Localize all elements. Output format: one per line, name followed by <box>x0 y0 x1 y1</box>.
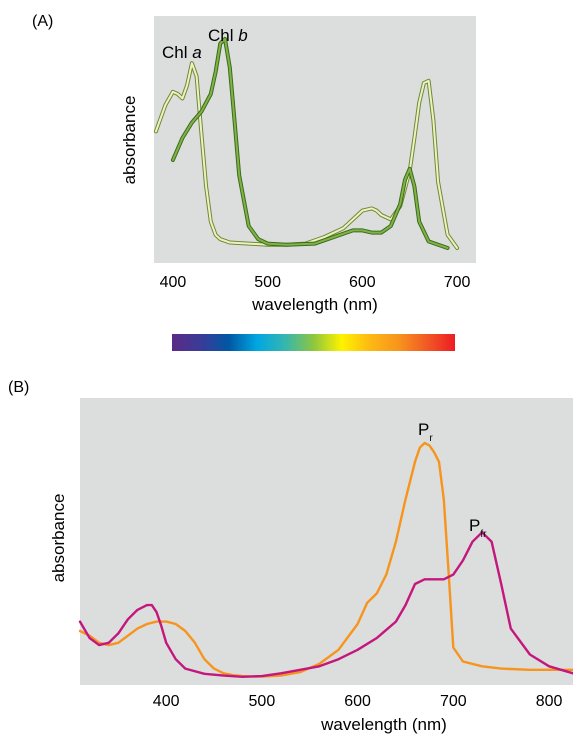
x-axis-title-b: wavelength (nm) <box>320 715 447 734</box>
x-tick-label-b-800: 800 <box>536 693 563 710</box>
y-axis-title-a: absorbance <box>120 96 139 185</box>
series-label-chl-a: Chl a <box>162 43 202 62</box>
panel-label-b: (B) <box>8 379 29 396</box>
series-label-chl-b-main: Chl <box>208 26 238 45</box>
series-line-chl-b <box>171 38 449 249</box>
series-label-chl-b-italic: b <box>238 26 247 45</box>
panel-label-a: (A) <box>32 13 53 30</box>
series-label-pr: Pr <box>418 420 433 444</box>
series-line-pfr <box>78 531 573 678</box>
series-label-pr-main: P <box>418 420 429 439</box>
x-tick-label-a-500: 500 <box>254 274 281 291</box>
x-tick-label-b-500: 500 <box>249 693 276 710</box>
plot-area-b <box>80 398 573 685</box>
x-tick-label-a-600: 600 <box>349 274 376 291</box>
series-label-chl-a-main: Chl <box>162 43 192 62</box>
x-tick-label-b-700: 700 <box>440 693 467 710</box>
plot-area-a <box>154 16 476 263</box>
x-tick-label-b-400: 400 <box>153 693 180 710</box>
series-label-chl-b: Chl b <box>208 26 248 45</box>
x-tick-label-a-400: 400 <box>160 274 187 291</box>
y-axis-title-b: absorbance <box>49 494 68 583</box>
series-label-pfr-sub: fr <box>480 529 487 540</box>
series-label-pfr-main: P <box>469 516 480 535</box>
series-label-pr-sub: r <box>429 433 433 444</box>
x-tick-label-b-600: 600 <box>344 693 371 710</box>
visible-spectrum-bar <box>172 334 455 351</box>
x-tick-label-a-700: 700 <box>444 274 471 291</box>
series-label-pfr: Pfr <box>469 516 487 540</box>
series-label-chl-a-italic: a <box>192 43 201 62</box>
x-axis-title-a: wavelength (nm) <box>251 295 378 314</box>
